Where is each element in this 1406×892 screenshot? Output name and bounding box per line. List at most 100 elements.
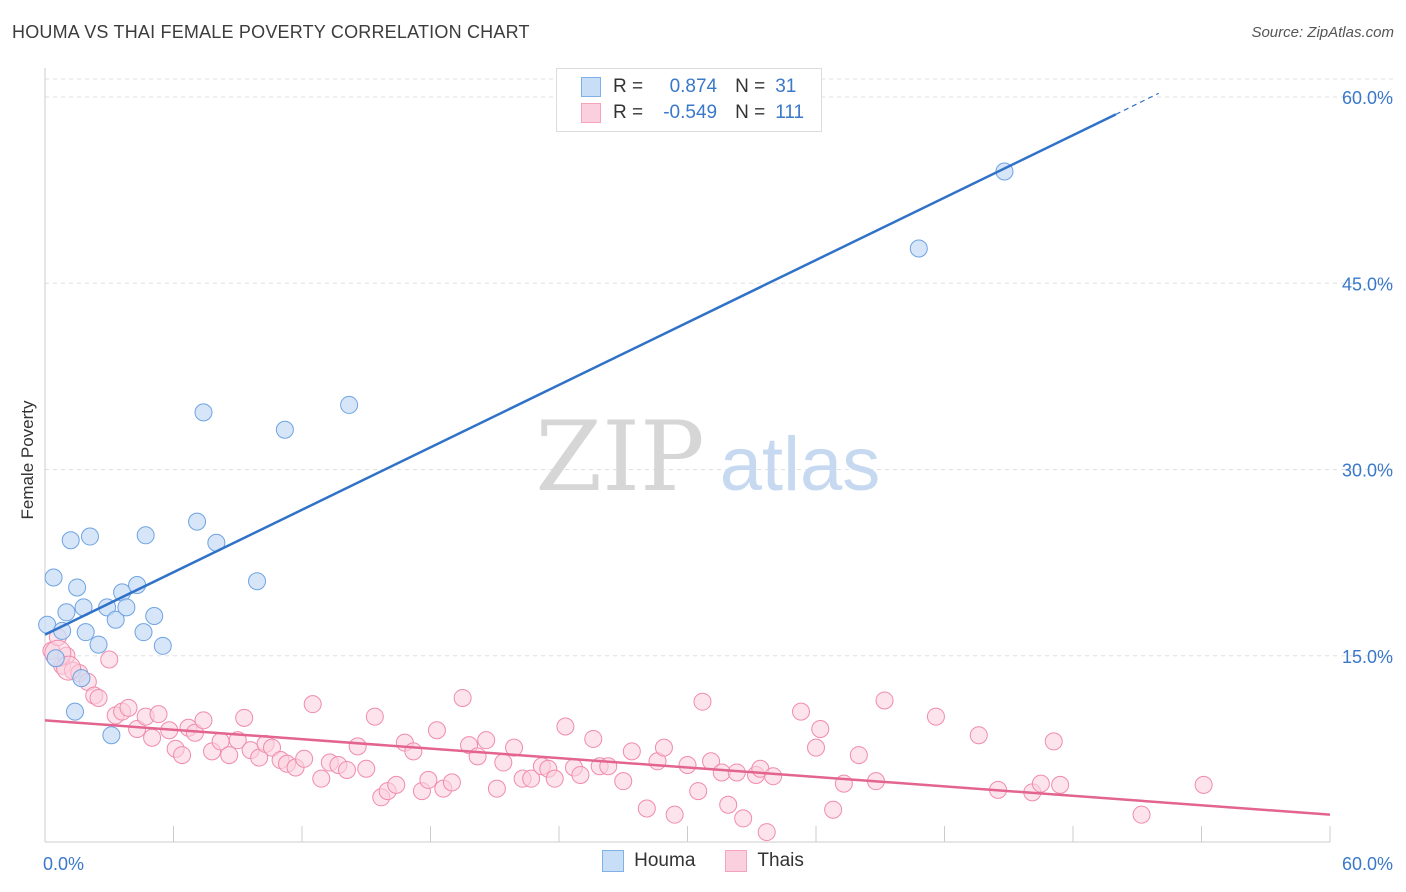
data-point-houma [61, 531, 80, 550]
y-tick-label: 45.0% [1342, 274, 1393, 294]
source-credit: Source: ZipAtlas.com [1251, 24, 1394, 41]
data-point-thais [194, 711, 213, 730]
data-point-thais [792, 702, 811, 721]
data-point-thais [712, 763, 731, 782]
data-point-thais [719, 795, 738, 814]
data-point-thais [654, 738, 673, 757]
data-point-houma [194, 403, 213, 422]
y-tick-label: 60.0% [1342, 88, 1393, 108]
data-point-thais [849, 746, 868, 765]
data-point-houma [248, 572, 267, 591]
tick-labels: 15.0% 30.0% 45.0% 60.0% 0.0% 60.0% [43, 88, 1393, 874]
data-point-thais [545, 769, 564, 788]
data-point-houma [80, 527, 99, 546]
data-point-thais [678, 756, 697, 775]
data-point-houma [136, 526, 155, 545]
thais-swatch [581, 103, 601, 123]
gridlines [45, 78, 1395, 657]
data-point-thais [494, 753, 513, 772]
data-point-houma [275, 420, 294, 439]
data-point-thais [1044, 732, 1063, 751]
y-tick-label: 30.0% [1342, 461, 1393, 481]
data-point-thais [220, 746, 239, 765]
data-point-houma [44, 568, 63, 587]
axes [44, 68, 1331, 843]
n-value: 31 [775, 76, 797, 97]
trend-line-houma-extension [1115, 92, 1159, 115]
data-point-thais [1051, 775, 1070, 794]
data-point-thais [1031, 774, 1050, 793]
data-point-thais [100, 650, 119, 669]
data-point-thais [312, 769, 331, 788]
data-point-thais [571, 765, 590, 784]
data-point-thais [665, 805, 684, 824]
r-value: 0.874 [669, 76, 718, 97]
data-point-houma [117, 598, 136, 617]
thais-legend-label: Thais [757, 850, 804, 871]
trend-line-houma [44, 113, 1117, 636]
data-point-thais [337, 760, 356, 779]
data-point-thais [387, 775, 406, 794]
data-point-thais [303, 695, 322, 714]
data-point-houma [134, 623, 153, 642]
data-point-thais [149, 705, 168, 724]
houma-legend-swatch [602, 850, 625, 872]
data-point-thais [263, 738, 282, 757]
trend-lines [44, 92, 1331, 816]
data-point-houma [46, 649, 65, 668]
data-point-houma [340, 395, 359, 414]
data-point-thais [875, 691, 894, 710]
correlation-legend: R = 0.874 N = 31 R = -0.549 N = 111 [556, 68, 822, 132]
data-point-thais [522, 769, 541, 788]
data-point-thais [1194, 775, 1213, 794]
data-point-thais [824, 800, 843, 819]
data-point-thais [427, 721, 446, 740]
data-point-thais [143, 728, 162, 747]
data-point-houma [76, 623, 95, 642]
data-point-thais [926, 707, 945, 726]
legend-item-thais[interactable]: Thais [725, 850, 804, 872]
data-point-houma [65, 702, 84, 721]
data-point-thais [89, 688, 108, 707]
data-point-houma [145, 607, 164, 626]
n-label: N = [735, 102, 766, 123]
data-point-thais [173, 746, 192, 765]
r-label: R = [613, 76, 644, 97]
chart-title: HOUMA VS THAI FEMALE POVERTY CORRELATION… [12, 22, 530, 42]
data-point-houma [909, 239, 928, 258]
n-label: N = [735, 76, 766, 97]
data-point-houma [188, 512, 207, 531]
data-point-thais [487, 779, 506, 798]
data-point-thais [505, 738, 524, 757]
data-point-houma [68, 578, 87, 597]
data-point-thais [969, 726, 988, 745]
r-label: R = [613, 102, 644, 123]
data-point-thais [419, 770, 438, 789]
y-tick-label: 15.0% [1342, 647, 1393, 667]
thais-legend-swatch [725, 850, 748, 872]
data-point-thais [807, 738, 825, 757]
data-point-thais [1132, 805, 1151, 824]
data-point-thais [453, 688, 472, 707]
data-point-thais [811, 720, 830, 739]
r-value: -0.549 [663, 102, 718, 123]
watermark-atlas: atlas [720, 422, 881, 507]
x-tick-label: 0.0% [43, 854, 84, 874]
data-point-thais [295, 749, 314, 768]
series-legend: Houma Thais [0, 850, 1406, 872]
series-houma [38, 162, 1014, 745]
data-point-thais [442, 773, 461, 792]
data-point-houma [102, 726, 121, 745]
n-value: 111 [775, 102, 805, 123]
data-point-houma [72, 669, 91, 688]
data-point-thais [357, 759, 376, 778]
data-point-thais [365, 707, 384, 726]
data-point-thais [734, 809, 753, 828]
watermark-zip: ZIP [535, 401, 704, 513]
watermark: ZIP atlas [535, 401, 880, 513]
legend-item-houma[interactable]: Houma [602, 850, 695, 872]
x-tick-label: 60.0% [1342, 854, 1393, 874]
data-point-thais [584, 729, 603, 748]
data-point-thais [689, 782, 708, 801]
